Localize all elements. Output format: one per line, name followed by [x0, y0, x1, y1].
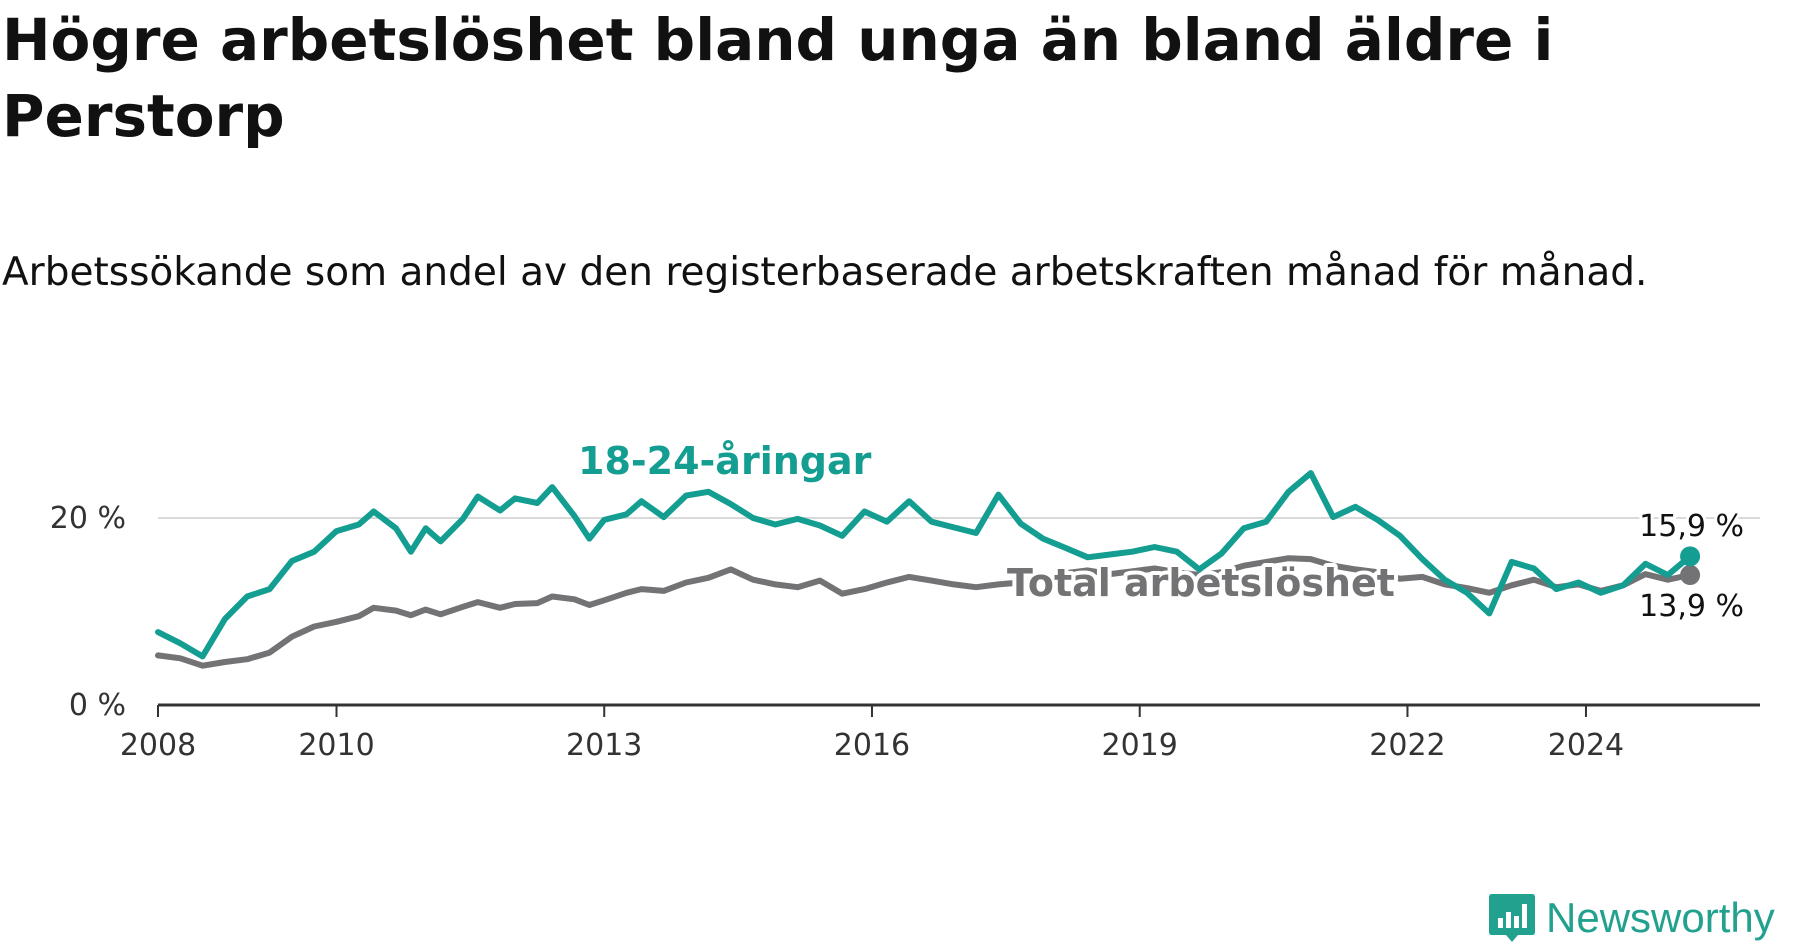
series-end-marker-1	[1680, 565, 1701, 586]
x-tick-label: 2019	[1102, 728, 1178, 763]
series-name-label-1: Total arbetslöshet	[1007, 561, 1395, 605]
y-tick-label: 20 %	[50, 501, 126, 536]
x-tick-label: 2008	[120, 728, 196, 763]
end-value-label-0: 15,9 %	[1639, 509, 1744, 544]
newsworthy-logo: Newsworthy	[1488, 888, 1775, 948]
end-value-label-1: 13,9 %	[1639, 589, 1744, 624]
logo-text: Newsworthy	[1546, 894, 1775, 941]
x-tick-label: 2022	[1369, 728, 1445, 763]
x-tick-label: 2013	[566, 728, 642, 763]
series-line-1	[155, 555, 1694, 669]
line-chart: 0 % 20 % 2008 2010 2013 2016 2019 2022 2024 18-2…	[49, 435, 1760, 763]
chart-subtitle: Arbetssökande som andel av den registerb…	[2, 250, 1648, 295]
x-tick-label: 2016	[834, 728, 910, 763]
label-layer: 18-24-åringar Total arbetslöshet 15,9 % 13,…	[574, 435, 1747, 627]
newsworthy-chart-icon	[1489, 894, 1535, 942]
y-tick-label: 0 %	[69, 688, 126, 723]
axis-layer: 0 % 20 % 2008 2010 2013 2016 2019 2022 2024	[50, 501, 1760, 763]
chart-title: Högre arbetslöshet bland unga än bland ä…	[2, 6, 1554, 150]
series-end-marker-0	[1680, 546, 1701, 567]
x-tick-label: 2010	[298, 728, 374, 763]
series-name-label-0: 18-24-åringar	[578, 439, 872, 483]
x-tick-label: 2024	[1548, 728, 1624, 763]
series-line-0	[155, 470, 1694, 660]
series-layer	[155, 470, 1701, 669]
